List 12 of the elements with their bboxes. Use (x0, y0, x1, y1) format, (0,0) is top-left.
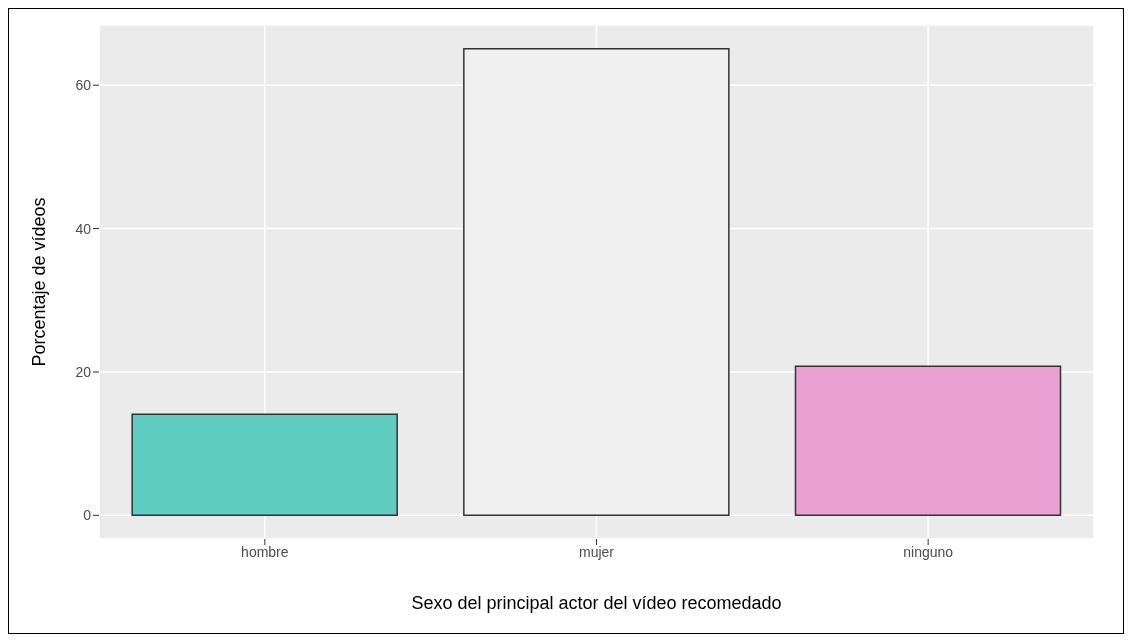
x-tick-label: ninguno (903, 543, 954, 560)
bar (131, 413, 398, 517)
bar (463, 47, 730, 517)
y-tick-label: 20 (75, 363, 92, 380)
y-tick-label: 60 (75, 77, 92, 94)
bar (794, 365, 1062, 517)
x-tick-label: hombre (241, 543, 289, 560)
x-axis-title: Sexo del principal actor del vídeo recomedado (411, 593, 782, 613)
x-tick-label: mujer (578, 543, 615, 560)
y-tick-label: 40 (75, 220, 92, 237)
y-tick-label: 0 (83, 507, 92, 524)
y-axis-title: Porcentaje de vídeos (29, 197, 50, 367)
